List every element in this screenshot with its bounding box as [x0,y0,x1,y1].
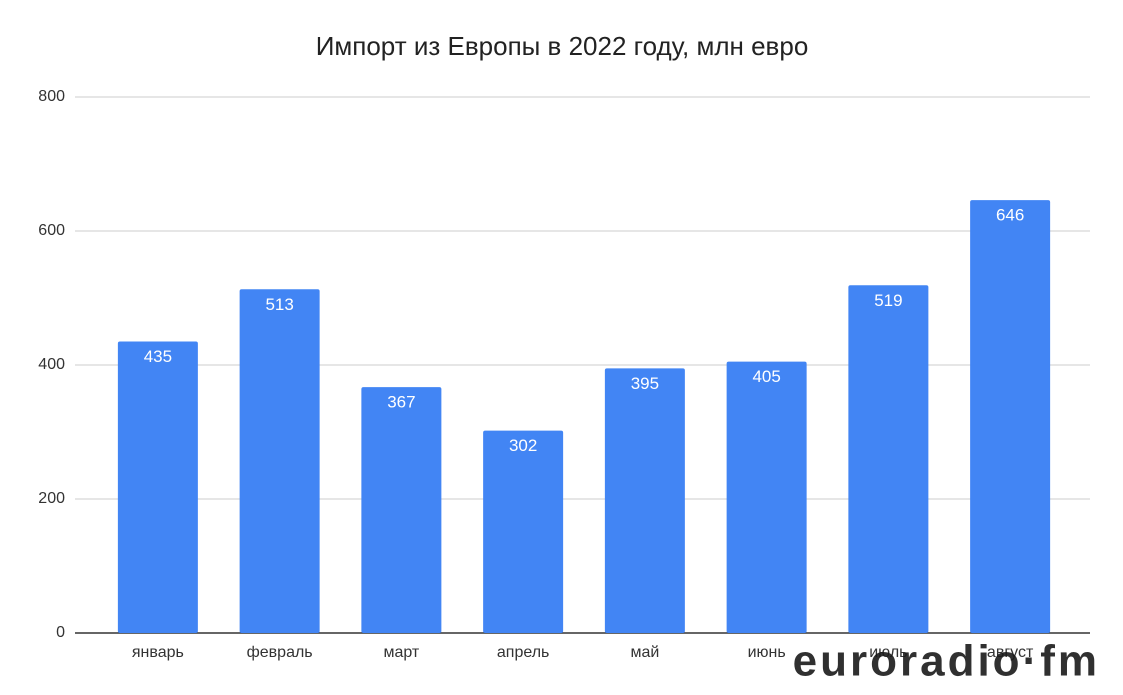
bar [117,341,198,633]
x-tick-label: июль [869,644,907,661]
y-tick-label: 200 [38,490,65,507]
x-tick-label: август [987,644,1034,661]
bar [239,289,320,633]
y-tick-label: 400 [38,356,65,373]
value-label: 519 [874,291,902,310]
x-tick-label: апрель [497,644,550,661]
value-label: 646 [996,206,1024,225]
bar [604,368,685,633]
y-tick-label: 600 [38,222,65,239]
bar [483,430,564,633]
y-tick-label: 800 [38,88,65,105]
x-tick-label: январь [132,644,184,661]
bar [848,285,929,633]
x-tick-label: март [383,644,419,661]
value-label: 395 [631,374,659,393]
x-tick-label: июнь [748,644,786,661]
bar [361,387,442,633]
value-label: 302 [509,436,537,455]
chart-title: Импорт из Европы в 2022 году, млн евро [316,31,809,61]
value-label: 435 [144,347,172,366]
value-label: 405 [752,367,780,386]
watermark: euroradio·fm [793,637,1100,686]
bar [726,361,807,633]
value-label: 367 [387,393,415,412]
x-tick-label: май [630,644,659,661]
bar [970,200,1051,633]
x-tick-label: февраль [247,644,313,661]
value-label: 513 [265,295,293,314]
y-tick-label: 0 [56,624,65,641]
